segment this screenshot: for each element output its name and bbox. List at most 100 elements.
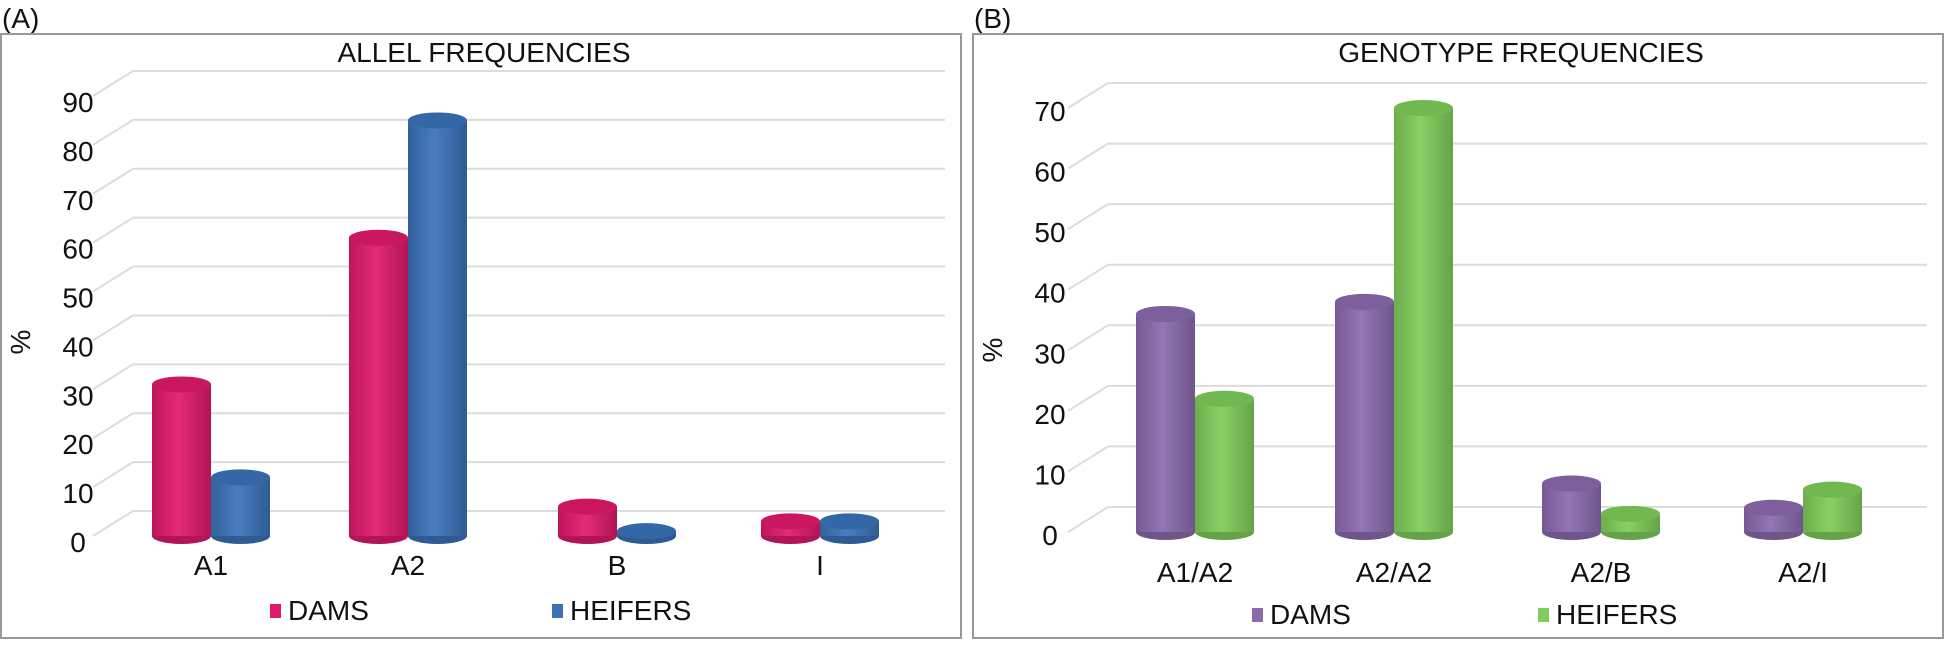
bar-dams-a1 bbox=[152, 376, 211, 544]
allel-frequencies-panel: (A) ALLEL FREQUENCIES % 0 10 20 30 40 50 60 70 8… bbox=[0, 3, 962, 639]
bar-top bbox=[761, 513, 820, 530]
y-tick-label: 50 bbox=[62, 283, 93, 314]
bar-top bbox=[1394, 100, 1453, 116]
bar-heifers-a2-a2 bbox=[1394, 100, 1453, 540]
legend-label-heifers: HEIFERS bbox=[570, 595, 691, 626]
gridline-side bbox=[92, 216, 134, 244]
y-tick-label: 70 bbox=[62, 185, 93, 216]
y-axis-label: % bbox=[5, 330, 36, 355]
bar-top bbox=[1601, 505, 1660, 522]
bar-top bbox=[349, 229, 408, 246]
bar-body bbox=[211, 477, 270, 536]
chart-frame bbox=[0, 33, 962, 639]
gridline-side bbox=[92, 119, 134, 146]
y-axis-label: % bbox=[977, 338, 1008, 363]
gridline-side bbox=[1067, 82, 1109, 109]
bar-dams-a1-a2 bbox=[1136, 305, 1195, 540]
genotype-frequencies-panel: (B) GENOTYPE FREQUENCIES % 0 10 20 30 40 50 60… bbox=[972, 3, 1944, 639]
y-tick-label: 80 bbox=[62, 136, 93, 167]
legend-swatch-dams bbox=[270, 604, 281, 618]
y-tick-label: 20 bbox=[1034, 399, 1065, 430]
x-tick-label: A2 bbox=[391, 550, 425, 581]
gridline-side bbox=[92, 70, 134, 97]
bar-heifers-a2-i bbox=[1803, 481, 1862, 540]
x-tick-label: A2/B bbox=[1571, 557, 1632, 588]
chart-title: ALLEL FREQUENCIES bbox=[337, 37, 630, 68]
bar-top bbox=[558, 498, 617, 515]
bar-dams-a2 bbox=[349, 229, 408, 544]
bar-heifers-a2-b bbox=[1601, 505, 1660, 540]
plot-area: 0 10 20 30 40 50 60 70 A1/A2 A2/A2 A2/B A2/I bbox=[1034, 82, 1927, 588]
legend-label-dams: DAMS bbox=[1270, 599, 1351, 630]
gridline-side bbox=[1067, 203, 1109, 230]
panel-label: (A) bbox=[2, 3, 39, 34]
bar-body bbox=[1136, 313, 1195, 532]
x-tick-label: A2/I bbox=[1778, 557, 1828, 588]
bar-body bbox=[1335, 301, 1394, 532]
bar-heifers-b bbox=[617, 523, 676, 544]
bar-top bbox=[1136, 305, 1195, 322]
y-tick-label: 0 bbox=[1042, 520, 1058, 551]
bar-top bbox=[211, 469, 270, 486]
x-tick-label: B bbox=[608, 550, 627, 581]
bar-top bbox=[408, 112, 467, 129]
bar-body bbox=[1195, 398, 1254, 532]
x-tick-label: A1 bbox=[194, 550, 228, 581]
y-tick-label: 60 bbox=[62, 234, 93, 265]
bar-top bbox=[1803, 481, 1862, 498]
gridline-side bbox=[92, 510, 134, 537]
y-tick-label: 30 bbox=[1034, 338, 1065, 369]
chart-frame bbox=[972, 33, 1944, 639]
y-tick-label: 70 bbox=[1034, 96, 1065, 127]
gridline-side bbox=[92, 363, 134, 391]
bar-top bbox=[1335, 293, 1394, 310]
y-tick-label: 10 bbox=[62, 478, 93, 509]
gridline-side bbox=[1067, 385, 1109, 412]
gridline-side bbox=[1067, 506, 1109, 533]
legend-swatch-heifers bbox=[1538, 608, 1549, 622]
legend-label-heifers: HEIFERS bbox=[1556, 599, 1677, 630]
bar-top bbox=[1744, 499, 1803, 516]
x-tick-label: I bbox=[816, 550, 824, 581]
y-tick-label: 50 bbox=[1034, 217, 1065, 248]
bar-heifers-a2 bbox=[408, 112, 467, 544]
y-tick-label: 0 bbox=[70, 527, 86, 558]
legend-swatch-heifers bbox=[552, 604, 563, 618]
y-tick-label: 90 bbox=[62, 87, 93, 118]
bar-top bbox=[820, 513, 879, 530]
bar-body bbox=[152, 384, 211, 536]
panel-label: (B) bbox=[974, 3, 1011, 34]
bar-top bbox=[152, 376, 211, 393]
gridline-side bbox=[92, 314, 134, 342]
y-tick-label: 40 bbox=[62, 331, 93, 362]
bar-top bbox=[1542, 475, 1601, 492]
chart-title: GENOTYPE FREQUENCIES bbox=[1338, 37, 1704, 68]
x-tick-label: A2/A2 bbox=[1356, 557, 1432, 588]
bar-heifers-a1-a2 bbox=[1195, 390, 1254, 540]
bar-body bbox=[408, 120, 467, 536]
bar-dams-a2-a2 bbox=[1335, 293, 1394, 540]
gridline-side bbox=[1067, 263, 1109, 291]
gridline-side bbox=[1067, 324, 1109, 352]
gridline-side bbox=[92, 265, 134, 293]
gridline-side bbox=[1067, 445, 1109, 473]
gridline-side bbox=[92, 461, 134, 488]
bar-dams-b bbox=[558, 498, 617, 544]
bar-top bbox=[617, 523, 676, 540]
y-tick-label: 40 bbox=[1034, 278, 1065, 309]
gridline-side bbox=[1067, 142, 1109, 170]
y-tick-label: 20 bbox=[62, 429, 93, 460]
y-tick-label: 30 bbox=[62, 380, 93, 411]
bar-dams-a2-i bbox=[1744, 499, 1803, 540]
bar-body bbox=[1542, 483, 1601, 532]
bar-heifers-a1 bbox=[211, 469, 270, 544]
gridline-side bbox=[92, 412, 134, 440]
legend-label-dams: DAMS bbox=[288, 595, 369, 626]
plot-area: 0 10 20 30 40 50 60 70 80 90 A1 A2 B I bbox=[62, 70, 945, 581]
y-tick-label: 10 bbox=[1034, 459, 1065, 490]
bar-dams-a2-b bbox=[1542, 475, 1601, 540]
x-tick-label: A1/A2 bbox=[1157, 557, 1233, 588]
y-tick-label: 60 bbox=[1034, 157, 1065, 188]
bar-body bbox=[349, 237, 408, 536]
